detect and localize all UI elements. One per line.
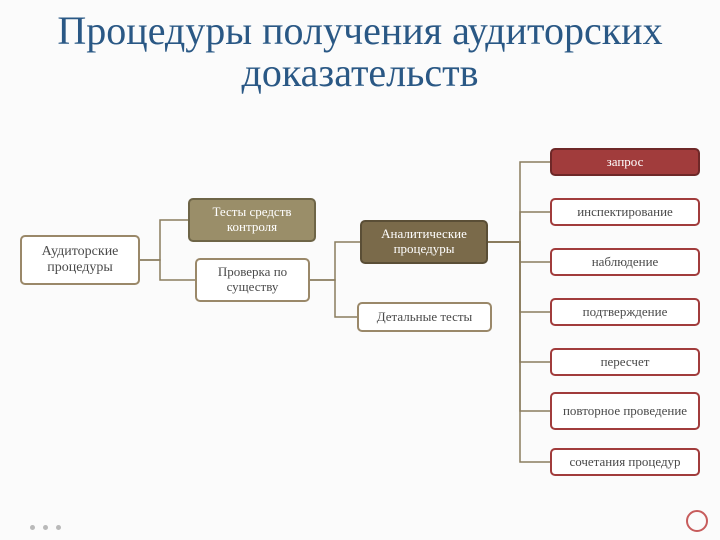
node-substance: Проверка по существу	[195, 258, 310, 302]
node-tests: Тесты средств контроля	[188, 198, 316, 242]
node-recount: пересчет	[550, 348, 700, 376]
node-confirmation: подтверждение	[550, 298, 700, 326]
corner-circle-icon	[686, 510, 708, 532]
node-observation: наблюдение	[550, 248, 700, 276]
diagram: Аудиторские процедуры Тесты средств конт…	[0, 140, 720, 540]
slide-title: Процедуры получения аудиторских доказате…	[0, 0, 720, 94]
footer-dots	[30, 525, 61, 530]
node-analytical: Аналитические процедуры	[360, 220, 488, 264]
node-reperform: повторное проведение	[550, 392, 700, 430]
node-inspection: инспектирование	[550, 198, 700, 226]
node-combination: сочетания процедур	[550, 448, 700, 476]
node-root: Аудиторские процедуры	[20, 235, 140, 285]
title-text: Процедуры получения аудиторских доказате…	[57, 8, 662, 95]
node-request: запрос	[550, 148, 700, 176]
node-detailed: Детальные тесты	[357, 302, 492, 332]
